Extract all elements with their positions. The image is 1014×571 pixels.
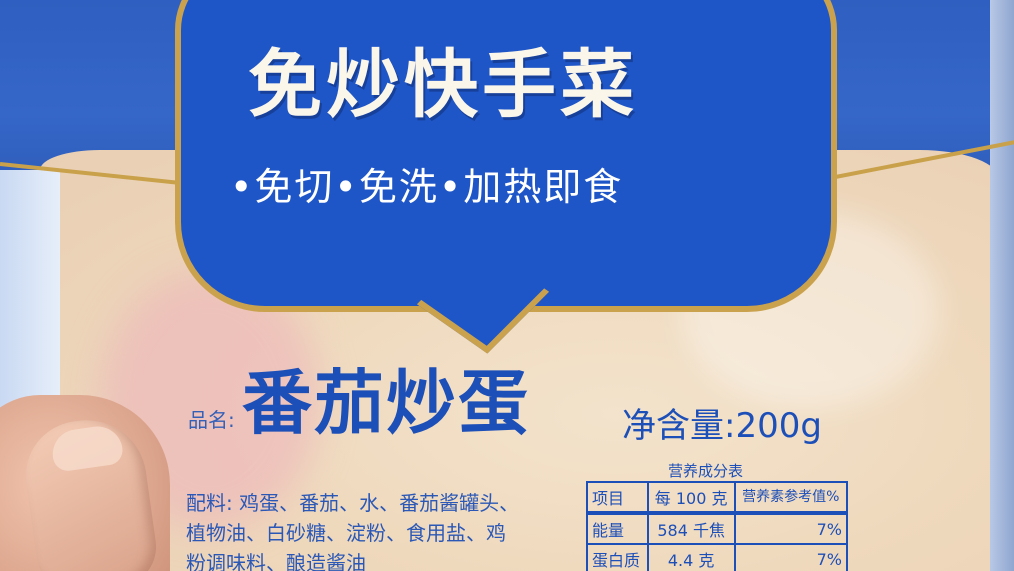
ingredients-list: 配料: 鸡蛋、番茄、水、番茄酱罐头、 植物油、白砂糖、淀粉、食用盐、鸡 粉调味料… [186,491,520,571]
net-weight: 净含量:200g [622,406,822,446]
nutrient-name: 蛋白质 [586,543,649,571]
nutrient-amount: 584 千焦 [646,512,736,545]
table-row: 能量 584 千焦 7% [586,512,848,545]
nutrient-nrv: 7% [733,512,848,545]
nutrition-header-nrv: 营养素参考值% [733,481,848,514]
nutrition-table-title: 营养成分表 [668,462,744,480]
product-name: 番茄炒蛋 [242,362,530,444]
nutrition-header-per100g: 每 100 克 [646,481,736,514]
nutrient-name: 能量 [586,512,649,545]
nutrient-nrv: 7% [733,543,848,571]
banner-tagline: •免切•免洗•加热即食 [230,165,624,209]
banner-title: 免炒快手菜 [248,42,638,128]
nutrient-amount: 4.4 克 [646,543,736,571]
nutrition-table: 项目 每 100 克 营养素参考值% 能量 584 千焦 7% 蛋白质 4.4 … [586,481,848,571]
product-name-label: 品名: [188,408,235,432]
package-right-edge [990,0,1014,571]
table-row: 蛋白质 4.4 克 7% [586,543,848,571]
nutrition-header-row: 项目 每 100 克 营养素参考值% [586,481,848,514]
nutrition-header-item: 项目 [586,481,649,514]
